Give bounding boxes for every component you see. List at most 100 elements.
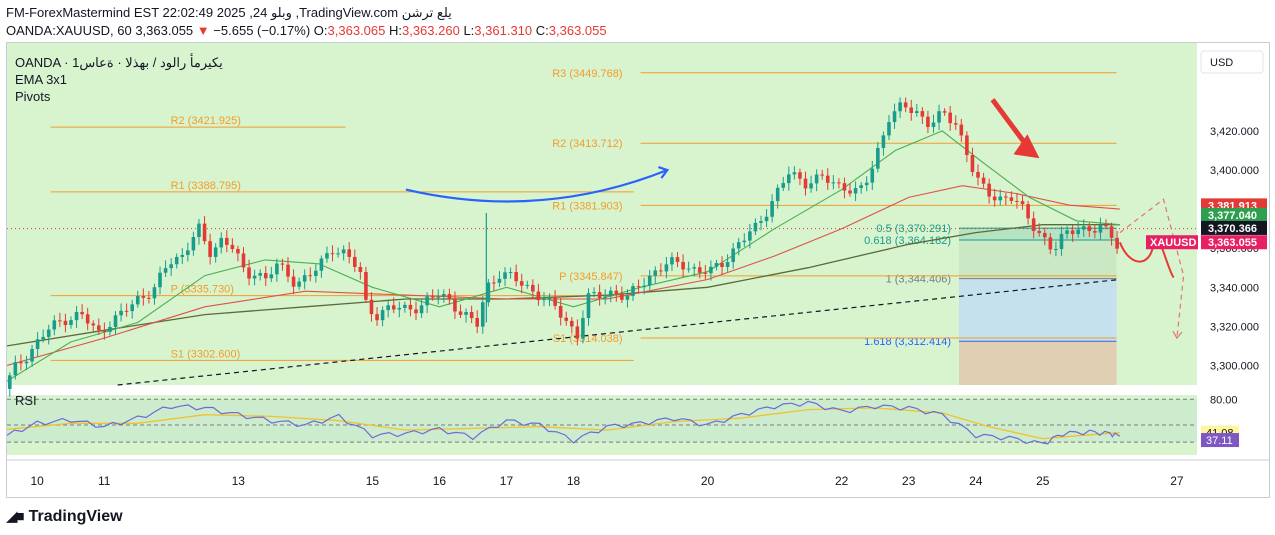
candle-body [352,256,357,267]
time-tick-label: 25 [1036,474,1050,488]
candle-body [837,182,841,184]
candle-body [414,309,418,314]
candle-body [909,107,914,113]
candle-body [1015,200,1019,202]
candle-body [581,318,585,339]
time-tick-label: 27 [1170,474,1184,488]
candle-body [1070,230,1075,235]
candle-body [1087,226,1092,232]
candle-body [492,282,496,284]
candle-body [926,116,930,128]
candle-body [597,292,602,299]
fib-zone-1 [959,278,1117,342]
symbol-tag-bg [1146,235,1198,250]
candle-body [642,285,646,288]
footer-brand: TradingView [28,508,123,525]
candle-body [475,318,480,327]
candle-body [141,296,146,298]
candle-body [647,275,652,286]
chart-panel[interactable]: 0.5 (3,370.291) 0.618 (3,364.182) 1 (3,344… [6,42,1270,498]
candle-body [186,250,190,255]
candle-body [887,122,891,136]
candle-body [1059,233,1064,249]
candle-body [391,305,396,310]
candle-body [714,263,719,267]
candle-body [41,336,45,340]
candle-body [1009,197,1014,201]
candle-body [770,201,774,217]
pivot-label-left-P: P (3335.730) [171,284,234,296]
candle-body [24,361,29,364]
candle-body [820,174,825,176]
candle-body [937,111,941,123]
price-tag-label: 3,377.040 [1208,210,1257,222]
candle-body [803,178,808,189]
candle-body [675,257,680,262]
time-tick-label: 20 [701,474,715,488]
time-tick-label: 23 [902,474,916,488]
candle-body [798,172,802,179]
open-value: 3,363.065 [327,23,386,38]
red-down-arrow-icon [1013,134,1040,159]
header-title: FM-ForexMastermind EST 22:02:49 2025 ,24… [6,5,452,20]
price-tick-label: 3,340.000 [1210,282,1259,294]
candle-body [97,325,101,331]
pivot-label-left-R1: R1 (3388.795) [171,180,241,192]
candle-body [965,135,969,156]
candle-body [258,273,262,276]
candle-body [859,185,863,189]
candle-body [831,182,836,184]
candle-body [720,263,724,268]
price-chart[interactable]: 0.5 (3,370.291)0.618 (3,364.182) 1 (3,344… [7,43,1269,497]
pivot-label-right-R2: R2 (3413.712) [552,138,622,150]
candle-body [948,112,952,124]
candle-body [1065,230,1069,234]
candle-body [236,248,240,254]
candle-body [330,253,335,255]
candle-body [525,284,530,286]
currency-button [1200,50,1264,74]
candle-body [586,293,591,319]
candle-body [725,261,730,268]
candle-body [703,272,708,274]
candle-body [981,177,986,184]
candle-body [814,174,819,184]
close-label: C: [535,23,549,38]
candle-body [1037,231,1042,233]
candle-body [269,274,274,279]
candle-body [1048,237,1053,250]
price-tick-label: 3,420.000 [1210,126,1259,138]
candle-body [30,348,34,362]
candle-body [1104,225,1108,227]
symbol-label[interactable]: OANDA:XAUUSD, 60 [6,23,132,38]
candle-body [514,272,518,282]
low-label: L: [463,23,475,38]
candle-body [102,330,107,332]
candle-body [130,304,135,312]
candle-body [531,284,535,292]
candle-body [542,298,546,301]
candle-body [241,253,246,268]
candle-body [219,237,224,248]
fib-zone-0.618 [959,240,1117,279]
candle-body [147,297,151,299]
candle-body [135,296,140,305]
tradingview-logo-icon: ◢■ [6,508,25,525]
candle-body [659,270,663,272]
candle-body [753,222,758,232]
candle-body [508,272,513,274]
candle-body [163,268,168,273]
fib-zone-1.618 [959,341,1117,385]
candle-body [369,299,374,315]
currency-button-label: USD [1210,57,1233,69]
change-value: −5.655 (−0.17%) [213,23,311,38]
time-tick-label: 15 [366,474,380,488]
legend-symbol: OANDA · يكيرمأ رالود / بهذلا · ةعاس1 [15,53,223,71]
candle-body [614,290,619,295]
candle-body [987,183,991,197]
time-tick-label: 10 [30,474,44,488]
price-tick-label: 3,400.000 [1210,165,1259,177]
candle-body [709,266,713,274]
tradingview-logo[interactable]: ◢■ TradingView [6,507,123,526]
